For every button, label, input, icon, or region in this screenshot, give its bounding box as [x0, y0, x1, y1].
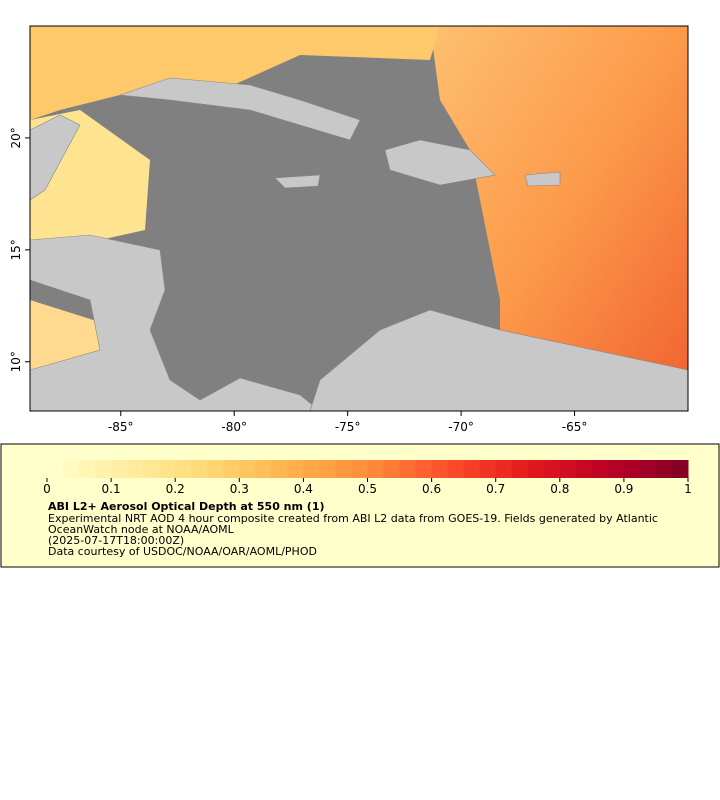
map-frame — [29, 25, 689, 412]
colorbar-step — [63, 460, 80, 478]
colorbar-step — [671, 460, 689, 478]
x-tick-label: -65° — [562, 420, 588, 434]
axes: -85° -80° -75° -70° -65° 10° 15° 20° — [9, 127, 587, 434]
colorbar-step — [367, 460, 385, 478]
colorbar-step — [351, 460, 368, 478]
aerosol-east — [430, 26, 688, 411]
colorbar-step — [511, 460, 529, 478]
colorbar-step — [607, 460, 625, 478]
map — [30, 26, 688, 411]
colorbar-step — [335, 460, 352, 478]
colorbar-step — [639, 460, 657, 478]
colorbar-tick-label: 1 — [684, 482, 692, 496]
description: (2025-07-17T18:00:00Z) — [48, 534, 184, 547]
description: OceanWatch node at NOAA/AOML — [48, 523, 235, 536]
colorbar-step — [95, 460, 112, 478]
colorbar: 0 0.1 0.2 0.3 0.4 0.5 0.6 0.7 0.8 0.9 1 — [43, 460, 692, 496]
cuba — [119, 77, 361, 141]
colorbar-tick-label: 0.1 — [102, 482, 121, 496]
colorbar-step — [623, 460, 641, 478]
colorbar-step — [655, 460, 673, 478]
colorbar-step — [527, 460, 545, 478]
description: Data courtesy of USDOC/NOAA/OAR/AOML/PHO… — [48, 545, 317, 558]
x-tick-label: -75° — [335, 420, 361, 434]
colorbar-step — [431, 460, 449, 478]
colorbar-title: ABI L2+ Aerosol Optical Depth at 550 nm … — [48, 500, 325, 513]
colorbar-step — [271, 460, 288, 478]
colorbar-step — [463, 460, 481, 478]
yucatan — [30, 114, 81, 201]
puerto-rico — [524, 171, 561, 187]
colorbar-step — [159, 460, 176, 478]
colorbar-step — [255, 460, 272, 478]
x-tick-label: -70° — [448, 420, 474, 434]
x-tick-label: -85° — [108, 420, 134, 434]
colorbar-tick-label: 0.4 — [294, 482, 313, 496]
south-america — [309, 309, 688, 411]
colorbar-step — [319, 460, 336, 478]
x-tick-label: -80° — [221, 420, 247, 434]
colorbar-step — [175, 460, 192, 478]
hispaniola — [384, 139, 496, 186]
aerosol-north — [30, 26, 440, 120]
colorbar-step — [111, 460, 128, 478]
colorbar-step — [479, 460, 497, 478]
colorbar-step — [559, 460, 577, 478]
colorbar-step — [303, 460, 320, 478]
colorbar-tick-label: 0.9 — [614, 482, 633, 496]
colorbar-step — [447, 460, 465, 478]
colorbar-step — [399, 460, 417, 478]
colorbar-step — [127, 460, 144, 478]
colorbar-step — [575, 460, 593, 478]
colorbar-step — [543, 460, 561, 478]
colorbar-tick-label: 0.3 — [230, 482, 249, 496]
colorbar-step — [207, 460, 224, 478]
colorbar-tick-label: 0.8 — [550, 482, 569, 496]
colorbar-tick-label: 0.7 — [486, 482, 505, 496]
jamaica — [274, 174, 321, 189]
colorbar-step — [383, 460, 401, 478]
colorbar-step — [239, 460, 256, 478]
y-tick-label: 10° — [9, 351, 23, 372]
y-tick-label: 15° — [9, 239, 23, 260]
description: Experimental NRT AOD 4 hour composite cr… — [48, 512, 658, 525]
central-america — [30, 234, 321, 411]
colorbar-step — [223, 460, 240, 478]
colorbar-step — [79, 460, 96, 478]
colorbar-step — [495, 460, 513, 478]
colorbar-tick-label: 0.6 — [422, 482, 441, 496]
colorbar-step — [191, 460, 208, 478]
colorbar-step — [47, 460, 64, 478]
colorbar-tick-label: 0.2 — [166, 482, 185, 496]
colorbar-tick-label: 0 — [43, 482, 51, 496]
y-tick-label: 20° — [9, 127, 23, 148]
colorbar-step — [287, 460, 304, 478]
colorbar-step — [591, 460, 609, 478]
colorbar-step — [143, 460, 160, 478]
colorbar-tick-label: 0.5 — [358, 482, 377, 496]
colorbar-step — [415, 460, 433, 478]
